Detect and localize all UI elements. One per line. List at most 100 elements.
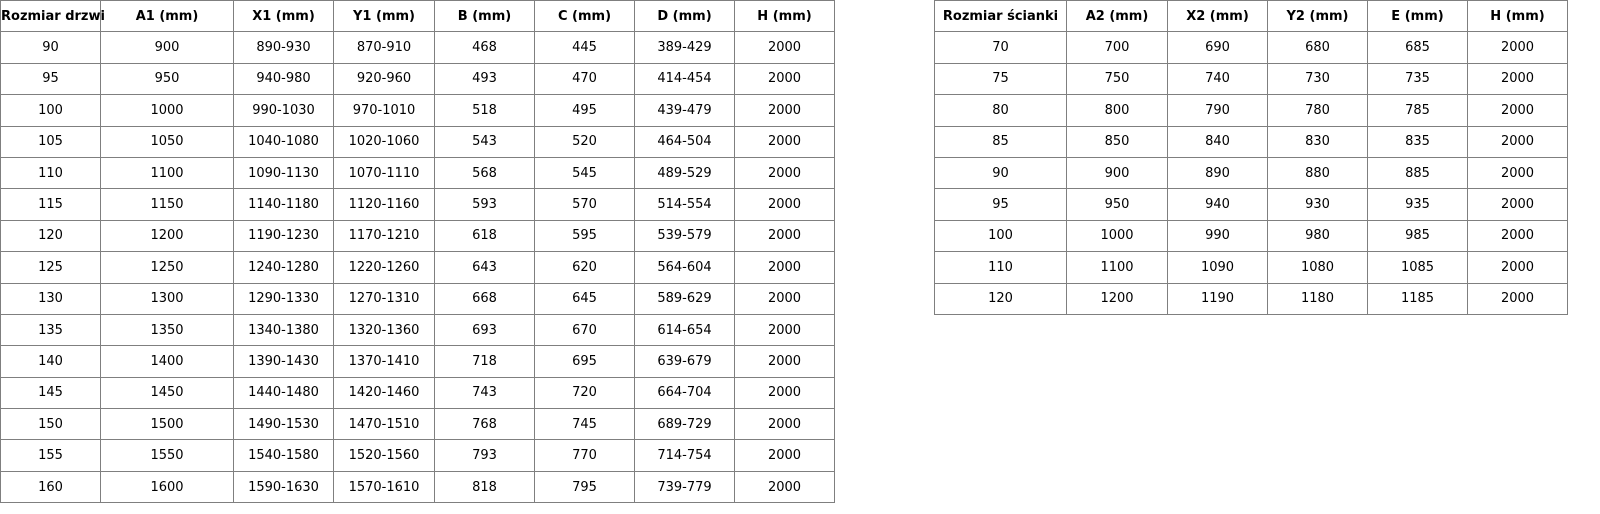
table-cell: 730 [1267, 62, 1368, 96]
table-cell: 493 [434, 62, 535, 96]
table-cell: 1420-1460 [333, 376, 435, 410]
table-cell: 714-754 [634, 439, 735, 472]
table-cell: 514-554 [634, 188, 735, 221]
table-cell: 518 [434, 94, 535, 127]
table-cell: 2000 [734, 439, 835, 472]
table-cell: 90 [0, 31, 101, 64]
table-cell: 80 [934, 94, 1067, 127]
table-cell: 2000 [734, 219, 835, 253]
table-cell: 2000 [1467, 94, 1568, 127]
table-cell: 595 [534, 219, 635, 253]
table-cell: 850 [1066, 125, 1168, 158]
table-cell: 685 [1367, 31, 1468, 64]
table-cell: 700 [1066, 31, 1168, 64]
table-cell: 1085 [1367, 251, 1468, 284]
table-cell: 1070-1110 [333, 156, 435, 190]
table-row: 95 950 940 930 935 2000 [934, 188, 1568, 221]
table-cell: 890-930 [233, 31, 334, 64]
table-cell: 1570-1610 [333, 470, 435, 504]
table-cell: 495 [534, 94, 635, 127]
table-cell: 2000 [1467, 251, 1568, 284]
table-cell: 1340-1380 [233, 313, 334, 347]
table-cell: 2000 [734, 282, 835, 315]
table-cell: 880 [1267, 156, 1368, 190]
table-row: 100 1000 990 980 985 2000 [934, 219, 1568, 253]
table-cell: 1140-1180 [233, 188, 334, 221]
table-cell: 670 [534, 313, 635, 347]
table-cell: 1190-1230 [233, 219, 334, 253]
table-cell: 940 [1167, 188, 1268, 221]
table-row: 95 950 940-980 920-960 493 470 414-454 2000 [0, 62, 835, 96]
table-row: 90 900 890 880 885 2000 [934, 156, 1568, 190]
table-cell: 120 [934, 282, 1067, 315]
table-cell: 1200 [100, 219, 234, 253]
table-cell: 990 [1167, 219, 1268, 253]
table-row: 85 850 840 830 835 2000 [934, 125, 1568, 158]
table-row: 120 1200 1190 1180 1185 2000 [934, 282, 1568, 315]
table-cell: 445 [534, 31, 635, 64]
column-header: H (mm) [734, 0, 835, 33]
table-cell: 689-729 [634, 408, 735, 441]
table-row: 125 1250 1240-1280 1220-1260 643 620 564-604 20… [0, 251, 835, 284]
table-cell: 2000 [734, 376, 835, 410]
table-cell: 140 [0, 345, 101, 378]
table-cell: 793 [434, 439, 535, 472]
table-cell: 1180 [1267, 282, 1368, 315]
table-cell: 695 [534, 345, 635, 378]
table-cell: 743 [434, 376, 535, 410]
table-cell: 800 [1066, 94, 1168, 127]
wall-size-table: Rozmiar ścianki A2 (mm) X2 (mm) Y2 (mm) E (m… [934, 0, 1568, 315]
table-cell: 920-960 [333, 62, 435, 96]
table-row: 70 700 690 680 685 2000 [934, 31, 1568, 64]
table-cell: 1185 [1367, 282, 1468, 315]
column-header: H (mm) [1467, 0, 1568, 33]
table-cell: 785 [1367, 94, 1468, 127]
table-cell: 2000 [734, 470, 835, 504]
table-cell: 85 [934, 125, 1067, 158]
table-cell: 668 [434, 282, 535, 315]
table-cell: 589-629 [634, 282, 735, 315]
column-header: A1 (mm) [100, 0, 234, 33]
table-cell: 2000 [734, 31, 835, 64]
table-cell: 780 [1267, 94, 1368, 127]
table-cell: 389-429 [634, 31, 735, 64]
table-row: 100 1000 990-1030 970-1010 518 495 439-479 2000 [0, 94, 835, 127]
table-cell: 680 [1267, 31, 1368, 64]
table-cell: 985 [1367, 219, 1468, 253]
table-cell: 1100 [100, 156, 234, 190]
door-size-table: Rozmiar drzwi A1 (mm) X1 (mm) Y1 (mm) B (mm)… [0, 0, 835, 504]
table-cell: 545 [534, 156, 635, 190]
table-row: 120 1200 1190-1230 1170-1210 618 595 539-579 20… [0, 219, 835, 253]
table-cell: 1370-1410 [333, 345, 435, 378]
table-cell: 2000 [734, 188, 835, 221]
table-cell: 1150 [100, 188, 234, 221]
table-cell: 720 [534, 376, 635, 410]
table-cell: 1270-1310 [333, 282, 435, 315]
table-cell: 795 [534, 470, 635, 504]
table-cell: 643 [434, 251, 535, 284]
table-row: 140 1400 1390-1430 1370-1410 718 695 639-679 20… [0, 345, 835, 378]
table-cell: 718 [434, 345, 535, 378]
table-cell: 115 [0, 188, 101, 221]
table-cell: 1200 [1066, 282, 1168, 315]
table-cell: 639-679 [634, 345, 735, 378]
table-cell: 2000 [734, 313, 835, 347]
table-cell: 2000 [734, 251, 835, 284]
table-cell: 750 [1066, 62, 1168, 96]
table-cell: 614-654 [634, 313, 735, 347]
table-cell: 1590-1630 [233, 470, 334, 504]
table-cell: 980 [1267, 219, 1368, 253]
column-header: X1 (mm) [233, 0, 334, 33]
table-cell: 135 [0, 313, 101, 347]
table-cell: 1400 [100, 345, 234, 378]
table-cell: 110 [0, 156, 101, 190]
table-row: 130 1300 1290-1330 1270-1310 668 645 589-629 20… [0, 282, 835, 315]
table-cell: 1540-1580 [233, 439, 334, 472]
table-cell: 1120-1160 [333, 188, 435, 221]
table-cell: 890 [1167, 156, 1268, 190]
table-cell: 1450 [100, 376, 234, 410]
table-cell: 690 [1167, 31, 1268, 64]
table-cell: 835 [1367, 125, 1468, 158]
table-cell: 593 [434, 188, 535, 221]
table-cell: 618 [434, 219, 535, 253]
